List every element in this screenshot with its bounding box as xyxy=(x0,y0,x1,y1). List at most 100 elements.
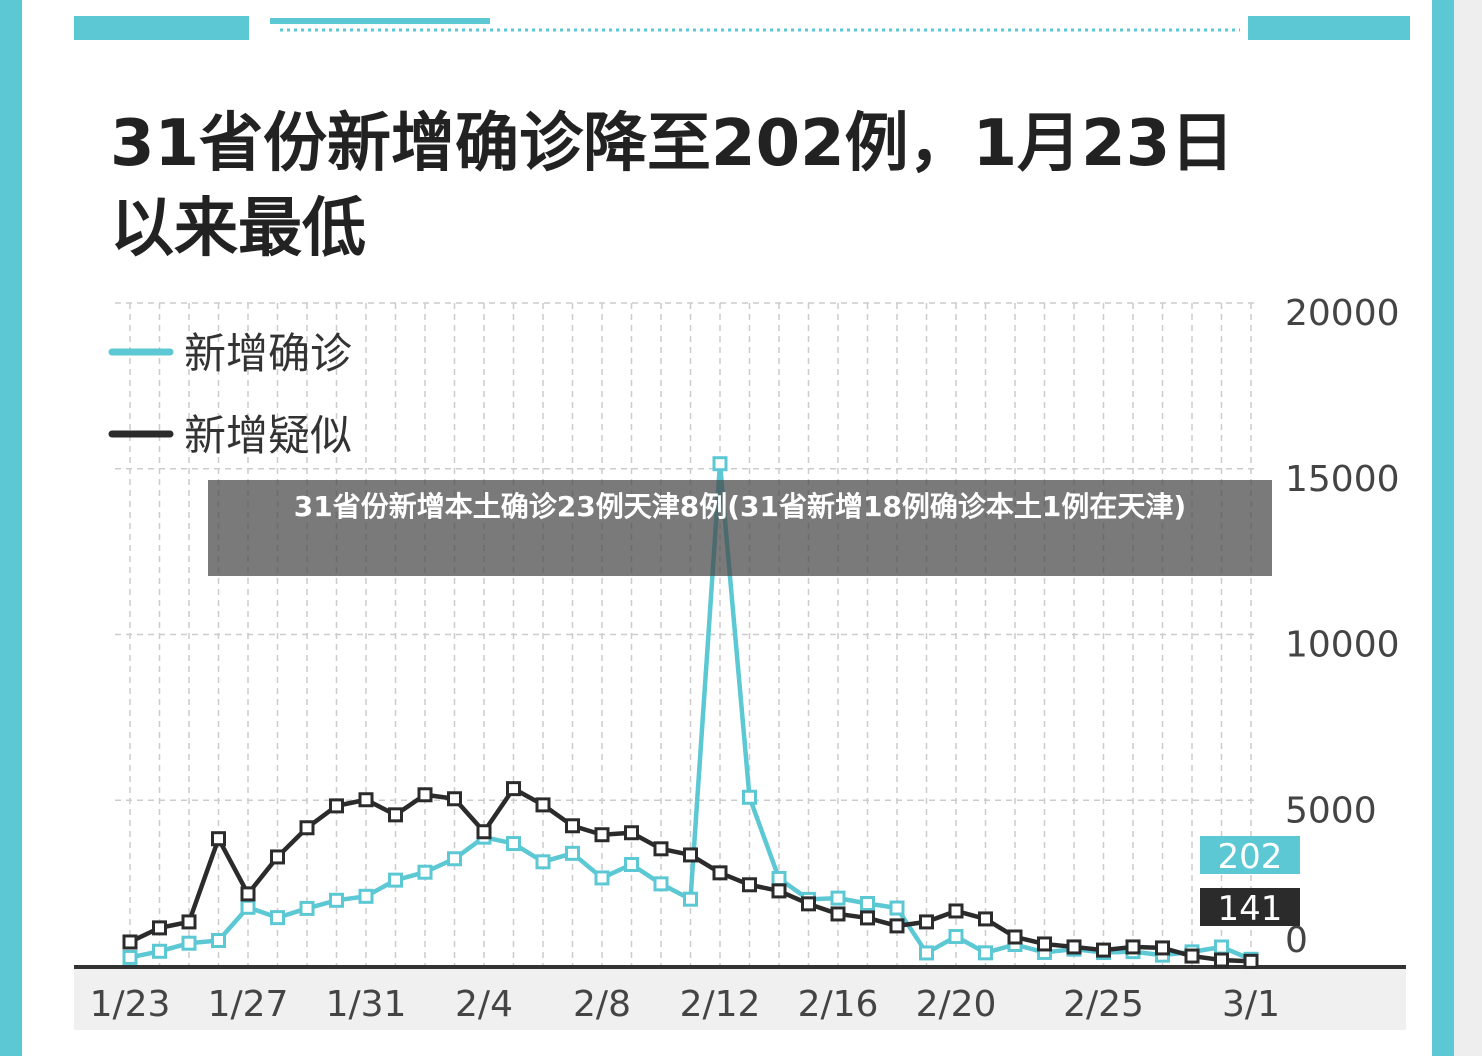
point-marker xyxy=(476,824,492,840)
point-marker xyxy=(152,920,167,936)
point-marker xyxy=(1125,939,1141,955)
y-tick-label: 5000 xyxy=(1285,790,1377,831)
point-marker xyxy=(299,820,315,836)
point-marker xyxy=(594,870,610,886)
point-marker xyxy=(1214,952,1229,968)
x-tick-label: 2/4 xyxy=(455,984,513,1025)
point-marker xyxy=(978,945,993,961)
top-strip xyxy=(1248,16,1410,40)
point-marker xyxy=(889,918,905,934)
point-marker xyxy=(299,900,315,916)
point-marker xyxy=(211,933,226,949)
chart-title: 31省份新增确诊降至202例，1月23日 xyxy=(110,107,1234,181)
point-marker xyxy=(447,791,462,807)
x-band xyxy=(74,968,1406,1030)
point-marker xyxy=(1066,939,1082,955)
point-marker xyxy=(1096,942,1111,958)
top-strip xyxy=(74,16,249,40)
point-marker xyxy=(594,827,610,843)
point-marker xyxy=(1243,953,1259,969)
y-tick-label: 0 xyxy=(1285,920,1308,961)
point-marker xyxy=(181,914,197,930)
point-marker xyxy=(860,910,875,926)
x-tick-label: 2/12 xyxy=(680,984,761,1025)
point-marker xyxy=(653,841,669,857)
point-marker xyxy=(948,903,964,919)
point-marker xyxy=(919,914,934,930)
point-marker xyxy=(565,818,580,834)
point-marker xyxy=(1214,939,1229,955)
y-tick-label: 15000 xyxy=(1285,459,1400,500)
end-label-box xyxy=(1200,888,1300,926)
point-marker xyxy=(122,934,138,950)
point-marker xyxy=(417,787,433,803)
legend-label: 新增疑似 xyxy=(184,411,352,460)
right-border xyxy=(1432,0,1454,1056)
point-marker xyxy=(771,870,787,886)
point-marker xyxy=(240,886,256,902)
point-marker xyxy=(624,825,639,841)
x-tick-label: 1/23 xyxy=(90,984,171,1025)
point-marker xyxy=(712,456,728,472)
top-strip xyxy=(270,18,490,24)
y-tick-label: 20000 xyxy=(1285,293,1400,334)
point-marker xyxy=(978,911,993,927)
point-marker xyxy=(830,906,846,922)
overlay-caption: 31省份新增本土确诊23例天津8例(31省新增18例确诊本土1例在天津) xyxy=(208,480,1272,576)
point-marker xyxy=(919,945,934,961)
point-marker xyxy=(270,849,285,865)
x-tick-label: 2/25 xyxy=(1063,984,1144,1025)
chart-title: 31省份新增确诊降至202例，1月23日以来最低 xyxy=(110,107,1234,266)
point-marker xyxy=(181,935,197,951)
point-marker xyxy=(742,877,757,893)
point-marker xyxy=(742,789,757,805)
point-marker xyxy=(683,847,698,863)
end-label: 202 xyxy=(1218,837,1283,877)
point-marker xyxy=(771,883,787,899)
point-marker xyxy=(948,929,964,945)
x-tick-label: 3/1 xyxy=(1222,984,1280,1025)
point-marker xyxy=(1007,929,1023,945)
point-marker xyxy=(388,872,403,888)
point-marker xyxy=(535,797,551,813)
point-marker xyxy=(152,943,167,959)
point-marker xyxy=(122,949,138,965)
x-tick-label: 2/8 xyxy=(573,984,631,1025)
point-marker xyxy=(329,798,344,814)
point-marker xyxy=(240,899,256,915)
point-marker xyxy=(1037,936,1052,952)
chart-title: 以来最低 xyxy=(110,192,366,266)
point-marker xyxy=(417,864,433,880)
x-tick-label: 1/31 xyxy=(326,984,407,1025)
point-marker xyxy=(535,854,551,870)
end-label-box xyxy=(1200,836,1300,874)
point-marker xyxy=(506,836,521,852)
point-marker xyxy=(447,851,462,867)
point-marker xyxy=(329,892,344,908)
point-marker xyxy=(1184,948,1200,964)
point-marker xyxy=(830,890,846,906)
point-marker xyxy=(358,888,374,904)
point-marker xyxy=(358,792,374,808)
legend-label: 新增确诊 xyxy=(184,329,352,378)
point-marker xyxy=(1155,940,1170,956)
y-tick-label: 10000 xyxy=(1285,625,1400,666)
left-border xyxy=(0,0,22,1056)
point-marker xyxy=(211,831,226,847)
x-tick-label: 2/16 xyxy=(798,984,879,1025)
point-marker xyxy=(653,876,669,892)
point-marker xyxy=(565,845,580,861)
end-label: 141 xyxy=(1218,889,1283,929)
point-marker xyxy=(801,896,816,912)
point-marker xyxy=(388,807,403,823)
point-marker xyxy=(712,865,728,881)
point-marker xyxy=(683,891,698,907)
point-marker xyxy=(270,910,285,926)
x-tick-label: 2/20 xyxy=(916,984,997,1025)
point-marker xyxy=(860,895,875,911)
point-marker xyxy=(506,781,521,797)
point-marker xyxy=(889,900,905,916)
x-tick-label: 1/27 xyxy=(208,984,289,1025)
point-marker xyxy=(624,856,639,872)
